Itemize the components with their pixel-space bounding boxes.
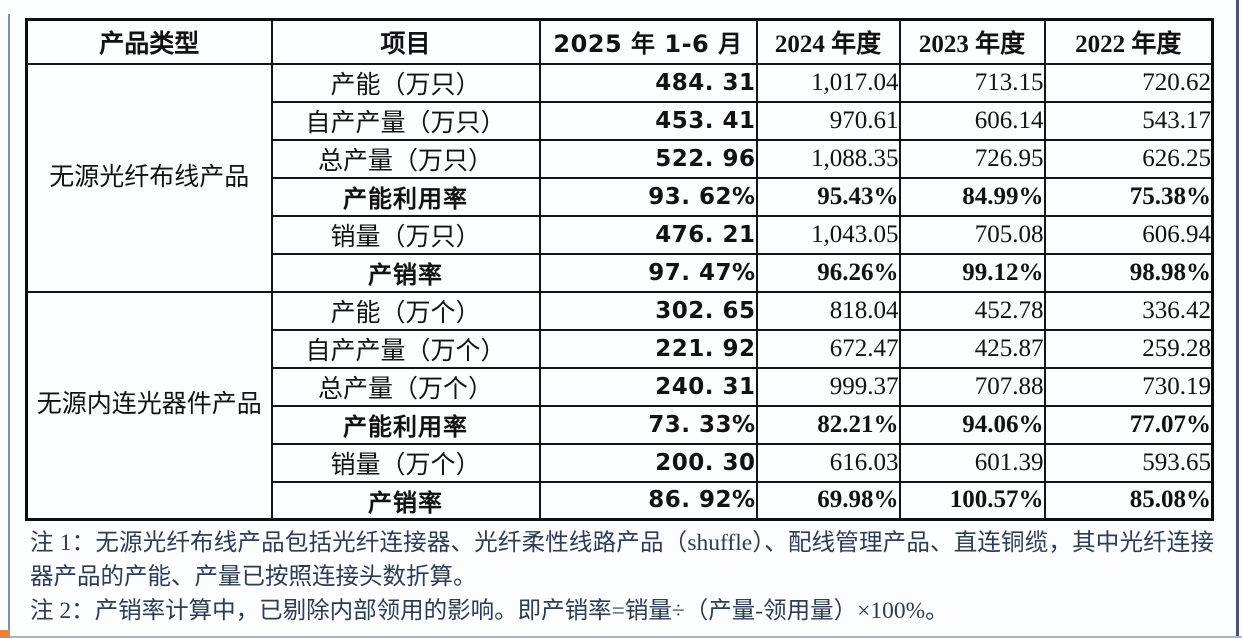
value-cell: 453. 41 xyxy=(538,100,758,141)
value-cell: 82.21% xyxy=(755,404,901,445)
item-label-cell: 销量（万只） xyxy=(270,214,541,255)
item-label-cell: 产能利用率 xyxy=(270,176,541,217)
footnotes: 注 1：无源光纤布线产品包括光纤连接器、光纤柔性线路产品（shuffle）、配线… xyxy=(30,527,1214,630)
item-label-cell: 产销率 xyxy=(270,252,541,293)
value-cell: 94.06% xyxy=(898,404,1046,445)
value-cell: 522. 96 xyxy=(538,138,758,179)
table-row: 自产产量（万只） 453. 41 970.61 606.14 543.17 xyxy=(27,100,1214,141)
table-row: 产销率 86. 92% 69.98% 100.57% 85.08% xyxy=(27,480,1214,521)
value-cell: 606.14 xyxy=(898,100,1046,141)
value-cell: 707.88 xyxy=(898,366,1046,407)
production-capacity-table: 产品类型 项目 2025 年 1-6 月 2024 年度 2023 年度 202… xyxy=(25,18,1214,521)
value-cell: 818.04 xyxy=(755,290,901,331)
value-cell: 720.62 xyxy=(1043,62,1214,103)
table-row: 销量（万个） 200. 30 616.03 601.39 593.65 xyxy=(27,442,1214,483)
table-row: 产能利用率 93. 62% 95.43% 84.99% 75.38% xyxy=(27,176,1214,217)
value-cell: 86. 92% xyxy=(538,480,758,521)
value-cell: 259.28 xyxy=(1043,328,1214,369)
item-label-cell: 总产量（万个） xyxy=(270,366,541,407)
item-label-cell: 产能（万个） xyxy=(270,290,541,331)
column-header-item: 项目 xyxy=(270,18,541,65)
value-cell: 543.17 xyxy=(1043,100,1214,141)
value-cell: 73. 33% xyxy=(538,404,758,445)
value-cell: 476. 21 xyxy=(538,214,758,255)
value-cell: 452.78 xyxy=(898,290,1046,331)
value-cell: 75.38% xyxy=(1043,176,1214,217)
value-cell: 606.94 xyxy=(1043,214,1214,255)
value-cell: 240. 31 xyxy=(538,366,758,407)
page-left-edge-line xyxy=(8,14,10,638)
value-cell: 95.43% xyxy=(755,176,901,217)
value-cell: 999.37 xyxy=(755,366,901,407)
table-row: 产销率 97. 47% 96.26% 99.12% 98.98% xyxy=(27,252,1214,293)
category-cell-fiber-cabling: 无源光纤布线产品 xyxy=(25,62,273,293)
value-cell: 1,088.35 xyxy=(755,138,901,179)
value-cell: 713.15 xyxy=(898,62,1046,103)
column-header-2022: 2022 年度 xyxy=(1043,18,1214,65)
table-header-row: 产品类型 项目 2025 年 1-6 月 2024 年度 2023 年度 202… xyxy=(25,18,1214,65)
value-cell: 425.87 xyxy=(898,328,1046,369)
table-row: 产能利用率 73. 33% 82.21% 94.06% 77.07% xyxy=(27,404,1214,445)
value-cell: 601.39 xyxy=(898,442,1046,483)
column-header-2024: 2024 年度 xyxy=(755,18,901,65)
value-cell: 616.03 xyxy=(755,442,901,483)
value-cell: 302. 65 xyxy=(538,290,758,331)
value-cell: 484. 31 xyxy=(538,62,758,103)
value-cell: 100.57% xyxy=(898,480,1046,521)
value-cell: 97. 47% xyxy=(538,252,758,293)
table-row: 自产产量（万个） 221. 92 672.47 425.87 259.28 xyxy=(27,328,1214,369)
column-header-2023: 2023 年度 xyxy=(898,18,1046,65)
orange-corner-accent xyxy=(0,630,10,638)
value-cell: 626.25 xyxy=(1043,138,1214,179)
value-cell: 1,017.04 xyxy=(755,62,901,103)
value-cell: 726.95 xyxy=(898,138,1046,179)
item-label-cell: 总产量（万只） xyxy=(270,138,541,179)
value-cell: 96.26% xyxy=(755,252,901,293)
item-label-cell: 产能（万只） xyxy=(270,62,541,103)
table-row: 总产量（万个） 240. 31 999.37 707.88 730.19 xyxy=(27,366,1214,407)
item-label-cell: 自产产量（万只） xyxy=(270,100,541,141)
item-label-cell: 产能利用率 xyxy=(270,404,541,445)
table-row: 无源光纤布线产品 产能（万只） 484. 31 1,017.04 713.15 … xyxy=(25,62,1214,293)
column-header-product-type: 产品类型 xyxy=(25,18,273,65)
note-1: 注 1：无源光纤布线产品包括光纤连接器、光纤柔性线路产品（shuffle）、配线… xyxy=(30,530,1214,590)
value-cell: 221. 92 xyxy=(538,328,758,369)
value-cell: 593.65 xyxy=(1043,442,1214,483)
note-2: 注 2：产销率计算中，已剔除内部领用的影响。即产销率=销量÷（产量-领用量）×1… xyxy=(30,598,949,624)
value-cell: 98.98% xyxy=(1043,252,1214,293)
page-bottom-edge-line xyxy=(0,636,1242,638)
value-cell: 69.98% xyxy=(755,480,901,521)
table-row: 销量（万只） 476. 21 1,043.05 705.08 606.94 xyxy=(27,214,1214,255)
category-cell-interconnect-devices: 无源内连光器件产品 xyxy=(25,290,273,521)
item-label-cell: 自产产量（万个） xyxy=(270,328,541,369)
table-row: 总产量（万只） 522. 96 1,088.35 726.95 626.25 xyxy=(27,138,1214,179)
value-cell: 93. 62% xyxy=(538,176,758,217)
value-cell: 200. 30 xyxy=(538,442,758,483)
value-cell: 77.07% xyxy=(1043,404,1214,445)
column-header-2025: 2025 年 1-6 月 xyxy=(538,18,758,65)
page-right-edge-line xyxy=(1236,0,1239,638)
value-cell: 85.08% xyxy=(1043,480,1214,521)
value-cell: 99.12% xyxy=(898,252,1046,293)
value-cell: 1,043.05 xyxy=(755,214,901,255)
value-cell: 970.61 xyxy=(755,100,901,141)
value-cell: 705.08 xyxy=(898,214,1046,255)
value-cell: 336.42 xyxy=(1043,290,1214,331)
value-cell: 730.19 xyxy=(1043,366,1214,407)
value-cell: 84.99% xyxy=(898,176,1046,217)
table-row: 无源内连光器件产品 产能（万个） 302. 65 818.04 452.78 3… xyxy=(25,290,1214,521)
value-cell: 672.47 xyxy=(755,328,901,369)
item-label-cell: 产销率 xyxy=(270,480,541,521)
item-label-cell: 销量（万个） xyxy=(270,442,541,483)
